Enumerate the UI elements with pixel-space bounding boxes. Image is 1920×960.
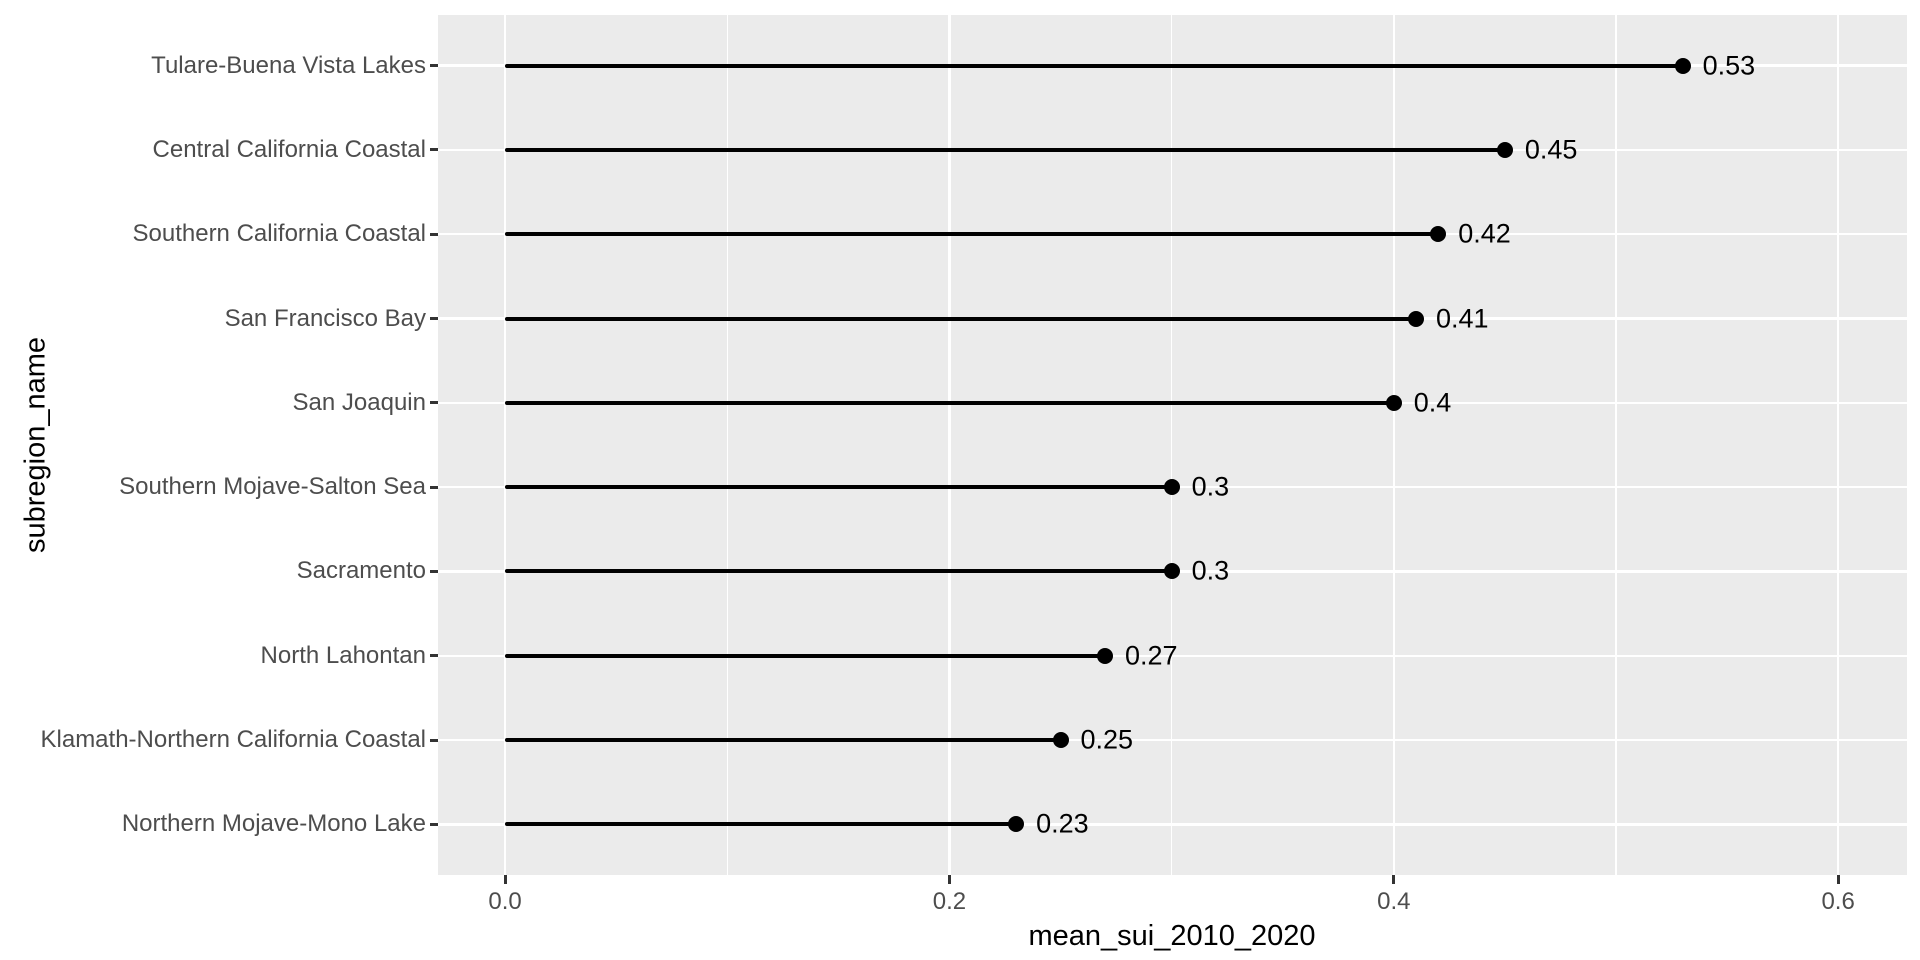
gridline-y-major xyxy=(438,738,1907,742)
value-label: 0.3 xyxy=(1191,471,1230,502)
lollipop-dot xyxy=(1385,394,1402,411)
x-tick-label: 0.0 xyxy=(488,888,522,915)
lollipop-stem xyxy=(505,63,1683,68)
lollipop-dot xyxy=(1430,226,1447,243)
y-tick-label: Sacramento xyxy=(296,557,426,585)
y-tick-label: Klamath-Northern California Coastal xyxy=(40,726,427,754)
y-tick-mark xyxy=(430,822,438,826)
x-tick-mark xyxy=(947,875,951,884)
y-tick-label: Southern Mojave-Salton Sea xyxy=(119,473,426,501)
x-tick-mark xyxy=(503,875,507,884)
y-tick-mark xyxy=(430,401,438,405)
gridline-x-major xyxy=(948,15,951,875)
y-tick-label: Central California Coastal xyxy=(152,135,426,163)
lollipop-stem xyxy=(505,822,1017,827)
y-tick-label: San Joaquin xyxy=(292,388,426,416)
y-tick-mark xyxy=(430,148,438,152)
y-tick-mark xyxy=(430,738,438,742)
lollipop-stem xyxy=(505,485,1172,490)
x-tick-label: 0.4 xyxy=(1377,888,1411,915)
lollipop-dot xyxy=(1052,732,1069,749)
lollipop-dot xyxy=(1008,816,1025,833)
y-tick-label: San Francisco Bay xyxy=(224,304,426,332)
gridline-x-major xyxy=(503,15,507,875)
value-label: 0.53 xyxy=(1702,50,1756,81)
lollipop-stem xyxy=(505,316,1416,321)
y-tick-mark xyxy=(430,317,438,321)
lollipop-stem xyxy=(505,569,1172,574)
x-axis-title: mean_sui_2010_2020 xyxy=(1028,920,1316,952)
gridline-x-minor xyxy=(726,15,728,875)
x-tick-mark xyxy=(1392,875,1396,884)
value-label: 0.3 xyxy=(1191,555,1230,586)
lollipop-stem xyxy=(505,738,1061,743)
gridline-y-major xyxy=(438,654,1907,658)
lollipop-stem xyxy=(505,147,1505,152)
gridline-y-major xyxy=(438,823,1907,826)
x-tick-mark xyxy=(1836,875,1840,884)
gridline-x-minor xyxy=(1615,15,1617,875)
value-label: 0.4 xyxy=(1413,387,1452,418)
gridline-x-minor xyxy=(1170,15,1173,875)
value-label: 0.45 xyxy=(1524,134,1578,165)
y-tick-mark xyxy=(430,232,438,236)
y-tick-mark xyxy=(430,485,438,489)
y-tick-label: Southern California Coastal xyxy=(132,220,427,248)
gridline-x-major xyxy=(1392,15,1396,875)
x-tick-label: 0.6 xyxy=(1821,888,1855,915)
value-label: 0.23 xyxy=(1036,808,1089,839)
lollipop-dot xyxy=(1096,647,1113,664)
y-tick-mark xyxy=(430,64,438,68)
gridline-x-major xyxy=(1836,15,1840,875)
y-tick-mark xyxy=(430,654,438,658)
lollipop-dot xyxy=(1496,141,1513,158)
lollipop-dot xyxy=(1674,57,1691,74)
plot-panel: 0.53 0.45 0.42 0.41 0.4 0.3 0.3 0.27 0.25 0.23 xyxy=(438,15,1907,875)
y-tick-label: Northern Mojave-Mono Lake xyxy=(121,810,426,838)
value-label: 0.27 xyxy=(1124,640,1178,671)
x-tick-label: 0.2 xyxy=(932,888,967,915)
y-axis-title: subregion_name xyxy=(19,336,52,554)
y-tick-mark xyxy=(430,569,438,573)
lollipop-dot xyxy=(1163,479,1180,496)
lollipop-stem xyxy=(505,232,1439,237)
lollipop-dot xyxy=(1408,310,1424,327)
y-tick-label: North Lahontan xyxy=(260,641,426,669)
value-label: 0.25 xyxy=(1080,724,1134,755)
value-label: 0.41 xyxy=(1436,303,1489,334)
y-tick-label: Tulare-Buena Vista Lakes xyxy=(151,51,426,79)
value-label: 0.42 xyxy=(1458,218,1511,249)
lollipop-dot xyxy=(1163,563,1180,580)
lollipop-stem xyxy=(505,653,1105,658)
lollipop-stem xyxy=(505,400,1394,405)
